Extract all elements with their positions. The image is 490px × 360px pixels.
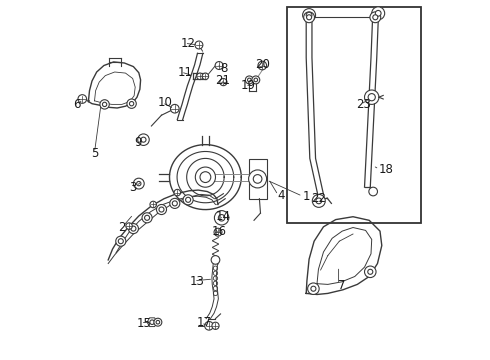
- Circle shape: [200, 172, 211, 183]
- Circle shape: [373, 15, 378, 20]
- Text: 23: 23: [357, 98, 371, 111]
- Circle shape: [365, 266, 376, 278]
- Circle shape: [253, 175, 262, 183]
- Text: 14: 14: [216, 210, 230, 222]
- Circle shape: [154, 318, 162, 326]
- Circle shape: [368, 94, 375, 101]
- Text: 8: 8: [220, 62, 227, 75]
- Circle shape: [127, 99, 136, 108]
- Circle shape: [212, 322, 219, 329]
- Circle shape: [245, 76, 253, 84]
- Circle shape: [219, 215, 225, 221]
- Text: 5: 5: [91, 147, 98, 159]
- Text: 6: 6: [73, 98, 80, 111]
- Circle shape: [145, 215, 149, 220]
- Text: 3: 3: [129, 181, 136, 194]
- Text: 9: 9: [134, 136, 142, 149]
- Circle shape: [312, 194, 325, 207]
- Text: 20: 20: [255, 58, 270, 71]
- Circle shape: [197, 73, 203, 80]
- Text: 1: 1: [303, 190, 310, 203]
- Circle shape: [304, 12, 315, 23]
- Circle shape: [118, 239, 123, 244]
- Circle shape: [195, 41, 203, 49]
- Circle shape: [128, 224, 139, 234]
- Circle shape: [126, 223, 132, 229]
- Circle shape: [365, 90, 379, 104]
- Circle shape: [368, 269, 373, 274]
- Polygon shape: [147, 318, 157, 327]
- Text: 12: 12: [181, 37, 196, 50]
- Circle shape: [174, 189, 180, 196]
- Circle shape: [306, 12, 312, 18]
- Circle shape: [311, 286, 316, 291]
- Text: 10: 10: [158, 96, 173, 109]
- Text: 7: 7: [338, 279, 345, 292]
- Circle shape: [307, 15, 312, 20]
- Text: 15: 15: [136, 317, 151, 330]
- Circle shape: [170, 198, 180, 208]
- Circle shape: [186, 197, 191, 202]
- Circle shape: [215, 62, 223, 69]
- Text: 18: 18: [378, 163, 393, 176]
- Circle shape: [159, 207, 164, 212]
- Circle shape: [172, 201, 177, 206]
- Circle shape: [137, 181, 141, 186]
- Circle shape: [129, 102, 134, 106]
- Circle shape: [156, 320, 160, 324]
- Text: 2: 2: [118, 221, 126, 234]
- Bar: [248, 159, 267, 199]
- Circle shape: [78, 95, 87, 103]
- Text: 19: 19: [241, 79, 256, 92]
- Circle shape: [316, 198, 321, 204]
- Circle shape: [196, 167, 216, 187]
- Circle shape: [100, 100, 109, 109]
- Circle shape: [183, 195, 193, 205]
- Text: 4: 4: [277, 189, 285, 202]
- Circle shape: [116, 236, 126, 246]
- Text: 16: 16: [212, 225, 227, 238]
- Text: 21: 21: [216, 75, 230, 87]
- Circle shape: [370, 12, 381, 23]
- Circle shape: [138, 134, 149, 145]
- Circle shape: [205, 321, 213, 330]
- Circle shape: [254, 78, 258, 82]
- Circle shape: [215, 211, 229, 225]
- Text: 22: 22: [312, 192, 327, 205]
- Circle shape: [150, 201, 156, 208]
- Circle shape: [156, 204, 167, 215]
- Circle shape: [303, 9, 316, 22]
- Circle shape: [308, 283, 319, 294]
- Circle shape: [248, 170, 267, 188]
- Circle shape: [220, 78, 227, 86]
- FancyBboxPatch shape: [288, 7, 421, 223]
- Circle shape: [202, 73, 209, 80]
- Circle shape: [247, 78, 251, 82]
- Circle shape: [131, 226, 136, 231]
- Circle shape: [150, 320, 154, 324]
- Circle shape: [142, 213, 152, 223]
- Circle shape: [369, 187, 377, 196]
- Text: 11: 11: [177, 66, 192, 78]
- Circle shape: [214, 228, 222, 236]
- Text: 13: 13: [189, 275, 204, 288]
- Text: 17: 17: [196, 316, 211, 329]
- Circle shape: [102, 102, 107, 107]
- Circle shape: [171, 104, 179, 113]
- Circle shape: [258, 61, 267, 70]
- Circle shape: [211, 256, 220, 264]
- Circle shape: [141, 137, 146, 142]
- Circle shape: [133, 178, 144, 189]
- Circle shape: [252, 76, 260, 84]
- Circle shape: [375, 10, 381, 16]
- Circle shape: [372, 7, 385, 20]
